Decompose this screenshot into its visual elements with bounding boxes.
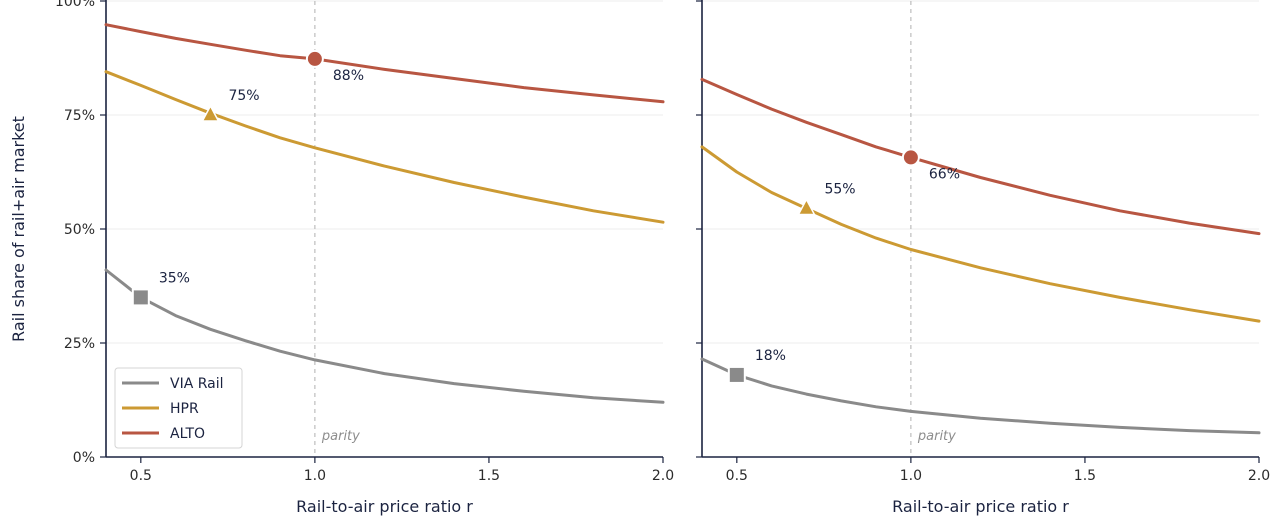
x-tick-label: 0.5 [130,468,152,484]
series-line-via-rail [700,357,1261,435]
x-tick-label: 2.0 [652,468,674,484]
legend-box [114,367,243,449]
marker-circle [305,49,324,68]
y-tick-label: 0% [73,450,95,466]
marker-triangle [797,197,816,216]
panel-left: parity 0% 25% 50% 75% 100% 0.5 1.0 1.5 2.0 Rail-to… [55,0,674,516]
y-axis-title: Rail share of rail+air market [9,116,28,342]
legend-label: ALTO [170,426,205,442]
y-tick-label: 100% [55,0,95,10]
x-axis-title: Rail-to-air price ratio r [892,497,1069,516]
series-line-alto [104,23,665,104]
x-tick-label: 2.0 [1248,468,1270,484]
marker-circle [901,148,920,167]
y-tick-label: 75% [64,108,95,124]
series-line-via-rail [104,268,665,404]
x-tick-label: 1.5 [1074,468,1096,484]
data-label: 88% [333,68,364,84]
data-label: 66% [929,166,960,182]
marker-triangle [201,104,220,122]
x-tick-label: 0.5 [726,468,748,484]
marker-square [727,365,746,384]
legend-label: HPR [170,401,199,417]
parity-label: parity [917,429,956,444]
series-line-hpr [700,145,1261,323]
data-label: 75% [228,88,259,104]
data-label: 35% [159,270,190,286]
x-tick-label: 1.5 [478,468,500,484]
legend-label: VIA Rail [170,376,224,392]
parity-label: parity [321,429,360,444]
x-tick-label: 1.0 [900,468,922,484]
y-tick-label: 25% [64,336,95,352]
marker-square [131,288,150,307]
legend: VIA Rail HPR ALTO [114,367,243,449]
x-axis-title: Rail-to-air price ratio r [296,497,473,516]
x-tick-label: 1.0 [304,468,326,484]
data-label: 18% [755,348,786,364]
data-label: 55% [824,181,855,197]
y-tick-label: 50% [64,222,95,238]
series-line-alto [700,77,1261,236]
series-line-hpr [104,70,665,224]
panel-right: parity 0.5 1.0 1.5 2.0 Rail-to-air price rati… [696,0,1270,516]
